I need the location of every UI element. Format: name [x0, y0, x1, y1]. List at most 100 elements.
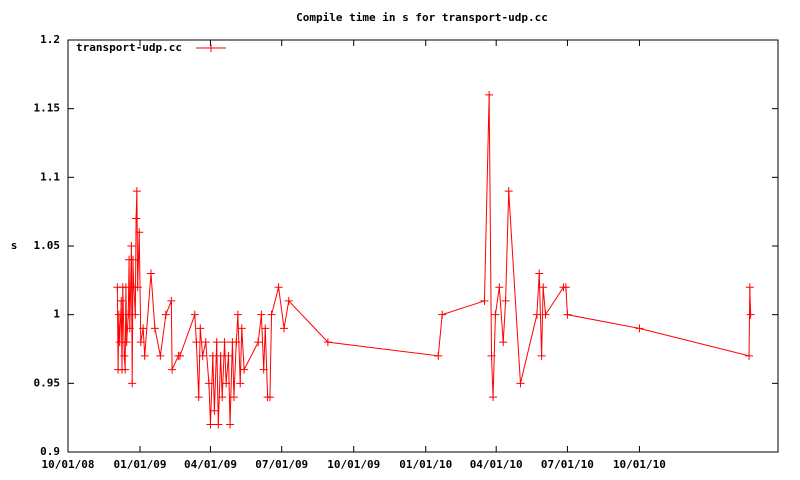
point-marker — [259, 365, 268, 374]
y-tick-label: 1.1 — [40, 170, 60, 183]
point-marker — [504, 187, 513, 196]
point-marker — [257, 310, 266, 319]
y-tick-label: 1.05 — [34, 239, 61, 252]
point-marker — [746, 310, 755, 319]
point-marker — [132, 214, 141, 223]
point-marker — [532, 310, 541, 319]
legend-label: transport-udp.cc — [76, 41, 182, 54]
point-marker — [480, 296, 489, 305]
point-marker — [229, 393, 238, 402]
point-marker — [485, 90, 494, 99]
point-marker — [196, 324, 205, 333]
point-marker — [114, 310, 123, 319]
point-marker — [131, 310, 140, 319]
point-marker — [495, 283, 504, 292]
point-marker — [132, 187, 141, 196]
point-marker — [487, 351, 496, 360]
point-marker — [156, 351, 165, 360]
point-marker — [563, 310, 572, 319]
point-marker — [192, 338, 201, 347]
y-tick-label: 0.95 — [34, 376, 61, 389]
y-tick-label: 1.2 — [40, 33, 60, 46]
x-tick-label: 07/01/10 — [541, 458, 594, 471]
point-marker — [635, 324, 644, 333]
point-marker — [198, 351, 207, 360]
point-marker — [535, 269, 544, 278]
point-marker — [539, 283, 548, 292]
point-marker — [434, 351, 443, 360]
point-marker — [323, 338, 332, 347]
y-tick-label: 1 — [53, 308, 60, 321]
point-marker — [208, 351, 217, 360]
point-marker — [240, 365, 249, 374]
point-marker — [150, 324, 159, 333]
point-marker — [237, 324, 246, 333]
point-marker — [224, 351, 233, 360]
point-marker — [136, 338, 145, 347]
x-tick-label: 04/01/10 — [470, 458, 523, 471]
point-marker — [218, 393, 227, 402]
point-marker — [745, 283, 754, 292]
point-marker — [233, 310, 242, 319]
point-marker — [265, 393, 274, 402]
point-marker — [284, 296, 293, 305]
point-marker — [117, 296, 126, 305]
point-marker — [220, 338, 229, 347]
point-marker — [167, 296, 176, 305]
point-marker — [128, 255, 137, 264]
legend-swatch — [196, 44, 226, 52]
point-marker — [261, 324, 270, 333]
point-marker — [501, 296, 510, 305]
point-marker — [161, 310, 170, 319]
point-marker — [127, 242, 136, 250]
point-marker — [121, 283, 130, 292]
point-marker — [135, 228, 144, 237]
point-marker — [175, 351, 184, 360]
plot-border — [67, 39, 779, 453]
point-marker — [541, 310, 550, 319]
point-marker — [210, 406, 219, 415]
point-marker — [561, 283, 570, 292]
point-marker — [254, 338, 263, 347]
point-marker — [499, 338, 508, 347]
point-marker — [206, 420, 215, 429]
point-marker — [115, 338, 124, 347]
x-tick-label: 10/01/08 — [42, 458, 95, 471]
point-marker — [216, 351, 225, 360]
point-marker — [236, 379, 245, 388]
point-marker — [201, 338, 210, 347]
x-tick-label: 01/01/10 — [399, 458, 452, 471]
point-marker — [139, 324, 148, 333]
x-tick-label: 10/01/10 — [613, 458, 666, 471]
point-marker — [124, 310, 133, 319]
point-marker — [280, 324, 289, 333]
point-marker — [491, 310, 500, 319]
y-axis-label: s — [11, 239, 18, 252]
series-line — [116, 94, 752, 425]
point-marker — [168, 365, 177, 374]
chart-title: Compile time in s for transport-udp.cc — [296, 11, 548, 24]
point-marker — [212, 338, 221, 347]
x-tick-label: 04/01/09 — [184, 458, 237, 471]
x-tick-label: 07/01/09 — [255, 458, 308, 471]
point-marker — [232, 338, 241, 347]
point-marker — [140, 351, 149, 360]
point-marker — [516, 379, 525, 388]
point-marker — [125, 324, 134, 333]
point-marker — [222, 379, 231, 388]
point-marker — [146, 269, 155, 278]
point-marker — [489, 393, 498, 402]
point-marker — [121, 365, 130, 374]
point-marker — [745, 351, 754, 360]
point-marker — [267, 310, 276, 319]
point-marker — [133, 283, 142, 292]
point-marker — [190, 310, 199, 319]
point-marker — [537, 351, 546, 360]
point-marker — [204, 379, 213, 388]
point-marker — [122, 338, 131, 347]
y-tick-label: 0.9 — [40, 445, 60, 458]
point-marker — [120, 351, 129, 360]
point-marker — [226, 420, 235, 429]
x-tick-label: 01/01/09 — [114, 458, 167, 471]
